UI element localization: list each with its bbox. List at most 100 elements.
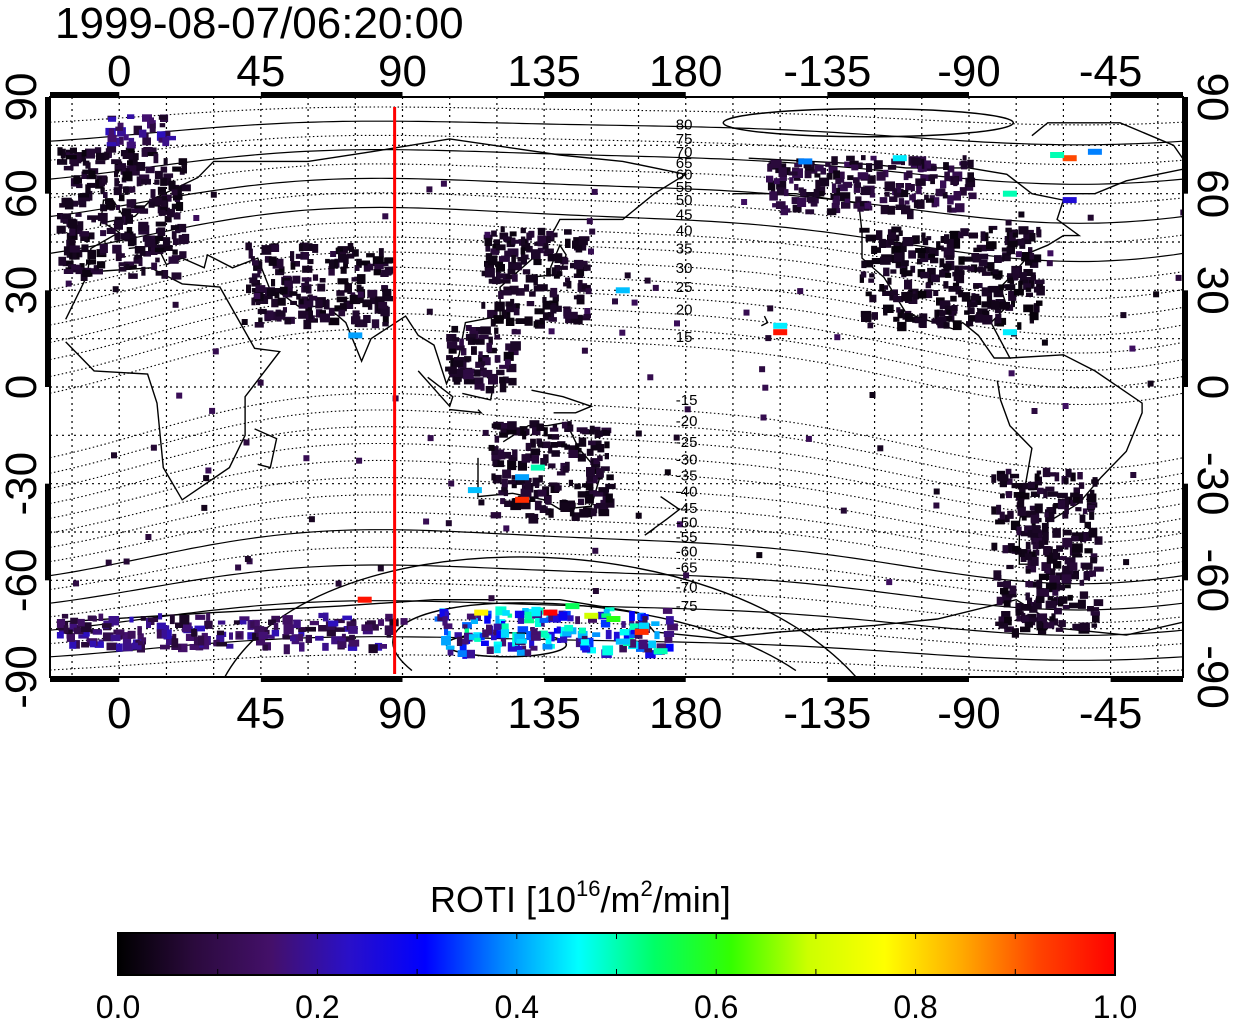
coastline-segment xyxy=(87,138,688,386)
roti-pixel xyxy=(171,189,178,196)
roti-pixel xyxy=(482,357,491,366)
roti-pixel xyxy=(105,201,116,210)
roti-pixel xyxy=(154,179,160,185)
roti-pixel xyxy=(520,499,531,510)
roti-pixel xyxy=(128,164,136,171)
roti-pixel xyxy=(168,180,176,191)
roti-pixel xyxy=(855,196,862,206)
roti-pixel xyxy=(73,175,80,185)
roti-pixel xyxy=(69,640,77,649)
roti-pixel xyxy=(1036,613,1048,623)
roti-pixel xyxy=(510,341,521,351)
roti-pixel xyxy=(910,265,916,273)
roti-pixel xyxy=(175,202,184,211)
roti-pixel xyxy=(882,290,893,296)
roti-pixel xyxy=(902,270,913,277)
roti-pixel xyxy=(1064,557,1076,565)
roti-pixel xyxy=(560,502,571,512)
roti-pixel xyxy=(448,366,457,374)
roti-pixel xyxy=(635,430,642,437)
mlat-label: 30 xyxy=(676,260,693,277)
roti-pixel xyxy=(920,174,930,181)
mlat-contour xyxy=(50,163,1183,205)
roti-pixel xyxy=(363,262,371,272)
roti-pixel xyxy=(592,632,601,637)
roti-pixel xyxy=(923,289,933,299)
roti-pixel xyxy=(574,259,584,270)
roti-pixel xyxy=(1019,549,1028,558)
roti-pixel xyxy=(928,174,935,182)
roti-pixel xyxy=(864,202,871,209)
roti-pixel xyxy=(488,336,493,345)
roti-pixel xyxy=(346,253,355,259)
roti-pixel xyxy=(959,187,967,196)
roti-pixel xyxy=(334,618,345,624)
roti-pixel xyxy=(475,361,485,368)
roti-pixel xyxy=(800,188,807,197)
roti-pixel xyxy=(563,282,569,287)
roti-pixel xyxy=(1000,317,1007,325)
roti-pixel xyxy=(1069,562,1078,571)
roti-pixel xyxy=(1075,507,1082,512)
roti-pixel xyxy=(861,260,867,269)
roti-pixel xyxy=(998,616,1005,623)
roti-pixel xyxy=(193,215,200,221)
roti-pixel xyxy=(493,474,502,484)
roti-pixel xyxy=(270,311,280,321)
mlat-contour xyxy=(50,476,1183,544)
roti-pixel xyxy=(73,627,84,635)
roti-pixel xyxy=(1024,553,1032,561)
roti-pixel xyxy=(496,369,505,376)
roti-pixel xyxy=(143,251,151,257)
roti-pixel xyxy=(958,289,964,298)
roti-pixel xyxy=(100,187,105,195)
roti-pixel xyxy=(544,495,552,505)
roti-pixel xyxy=(57,159,68,165)
roti-pixel xyxy=(506,363,517,373)
roti-pixel xyxy=(1084,548,1093,554)
mlat-label: 55 xyxy=(676,179,693,196)
roti-pixel xyxy=(1008,370,1015,377)
roti-pixel xyxy=(268,619,276,625)
roti-pixel xyxy=(998,284,1004,291)
roti-pixel xyxy=(318,612,328,619)
roti-pixel xyxy=(155,257,160,263)
roti-pixel xyxy=(945,255,955,260)
roti-pixel xyxy=(1079,622,1090,632)
roti-pixel xyxy=(463,379,475,385)
roti-pixel xyxy=(1017,322,1022,330)
roti-pixel xyxy=(572,240,580,247)
roti-pixel xyxy=(515,318,525,324)
roti-pixel xyxy=(1028,280,1034,289)
roti-pixel xyxy=(125,264,130,270)
roti-pixel xyxy=(76,183,83,189)
roti-pixel xyxy=(548,482,558,487)
roti-pixel xyxy=(305,304,313,312)
roti-pixel xyxy=(108,116,117,122)
roti-pixel xyxy=(505,301,513,307)
roti-pixel xyxy=(794,184,799,191)
roti-pixel xyxy=(503,491,508,497)
roti-pixel xyxy=(334,305,345,312)
roti-pixel xyxy=(69,622,77,632)
roti-pixel xyxy=(955,203,965,213)
roti-pixel xyxy=(132,159,138,166)
x-tick-top: 0 xyxy=(107,47,131,96)
roti-pixel xyxy=(185,633,196,641)
roti-pixel xyxy=(475,337,485,345)
roti-pixel xyxy=(257,308,267,315)
roti-pixel xyxy=(1153,291,1160,298)
roti-pixel xyxy=(949,309,958,314)
roti-pixel xyxy=(1175,274,1182,281)
roti-pixel xyxy=(496,630,505,639)
roti-pixel xyxy=(87,615,97,621)
y-tick-left: -60 xyxy=(0,549,46,613)
roti-pixel xyxy=(1036,285,1045,296)
roti-pixel xyxy=(1065,468,1072,478)
roti-pixel xyxy=(1079,579,1085,586)
roti-pixel xyxy=(502,376,509,384)
frame-bar-top xyxy=(260,92,403,98)
roti-pixel xyxy=(520,247,526,255)
